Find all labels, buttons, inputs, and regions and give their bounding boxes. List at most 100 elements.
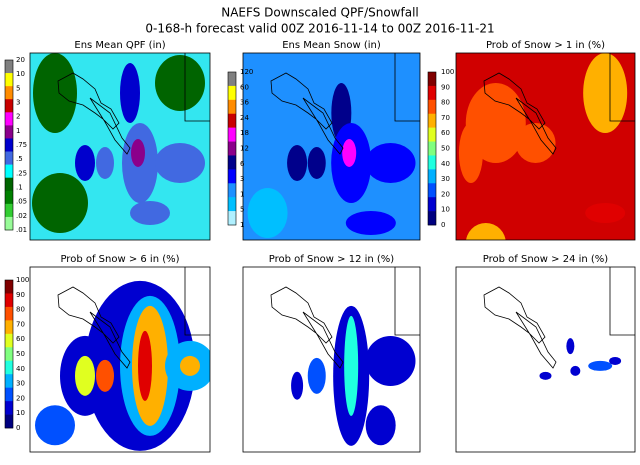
map: [243, 53, 420, 240]
field-area: [466, 223, 506, 240]
field-area: [609, 356, 622, 365]
field-area: [566, 338, 575, 355]
colorbar-label: 20: [16, 394, 25, 402]
colorbar-label: 60: [16, 335, 25, 343]
field-area: [570, 365, 581, 376]
colorbar-label: 12: [240, 145, 249, 153]
colorbar-swatch: [228, 85, 236, 101]
panel-title: Prob of Snow > 6 in (%): [60, 254, 179, 265]
outline: [270, 72, 344, 155]
colorbar-label: 3: [16, 99, 20, 107]
figure-title: NAEFS Downscaled QPF/Snowfall: [221, 6, 419, 20]
colorbar-swatch: [228, 197, 236, 212]
colorbar-swatch: [5, 99, 13, 113]
colorbar-label: 120: [240, 68, 253, 76]
panel-title: Prob of Snow > 24 in (%): [483, 254, 609, 265]
outline: [270, 286, 344, 369]
colorbar-label: .01: [16, 226, 27, 234]
colorbar-swatch: [428, 197, 436, 212]
map: [243, 267, 420, 452]
field-area: [583, 53, 628, 133]
field-area: [585, 203, 626, 223]
colorbar-label: 1: [16, 127, 20, 135]
colorbar-label: 30: [441, 175, 450, 183]
colorbar-label: 0: [441, 221, 445, 229]
colorbar-label: 90: [16, 291, 25, 299]
field-area: [180, 355, 200, 376]
colorbar-swatch: [5, 112, 13, 126]
field-area: [344, 315, 359, 416]
colorbar-label: 1: [240, 190, 244, 198]
map-frame: [242, 266, 421, 453]
field-area: [515, 123, 556, 163]
colorbar-label: 10: [16, 70, 25, 78]
colorbar-label: 70: [16, 320, 25, 328]
panel-title: Prob of Snow > 1 in (%): [486, 40, 605, 51]
colorbar-label: 6: [240, 160, 245, 168]
colorbar-swatch: [5, 60, 13, 74]
colorbar-swatch: [5, 401, 13, 415]
outline: [483, 286, 557, 369]
map: [456, 267, 635, 452]
colorbar-swatch: [228, 183, 236, 198]
colorbar-label: .05: [16, 198, 27, 206]
field-area: [75, 145, 95, 181]
colorbar-frame: [227, 71, 237, 226]
border: [394, 267, 420, 336]
colorbar-swatch: [5, 306, 13, 321]
field-area: [458, 123, 483, 183]
field-area: [539, 371, 552, 380]
field-area: [35, 405, 75, 446]
field-area: [96, 359, 114, 392]
colorbar-swatch: [428, 211, 436, 226]
colorbar-label: 5: [240, 206, 244, 214]
colorbar-label: 24: [240, 114, 249, 122]
colorbar-swatch: [5, 138, 13, 152]
figure-subtitle: 0-168-h forecast valid 00Z 2016-11-14 to…: [145, 22, 494, 36]
colorbar-swatch: [228, 141, 236, 156]
map: [456, 53, 635, 240]
map-frame: [29, 266, 211, 453]
colorbar-label: 60: [240, 83, 249, 91]
colorbar-label: 10: [16, 409, 25, 417]
colorbar-swatch: [428, 169, 436, 184]
colorbar-label: 10: [441, 206, 450, 214]
colorbar-label: 18: [240, 129, 249, 137]
field-area: [96, 147, 114, 179]
colorbar-label: 20: [16, 56, 25, 64]
colorbar-swatch: [428, 155, 436, 170]
colorbar-label: 70: [441, 114, 450, 122]
colorbar-swatch: [428, 113, 436, 128]
colorbar-swatch: [228, 113, 236, 128]
colorbar-label: 90: [441, 83, 450, 91]
colorbar-label: 50: [441, 145, 450, 153]
colorbar-swatch: [5, 414, 13, 429]
field-area: [345, 211, 396, 235]
colorbar-label: 50: [16, 350, 25, 358]
colorbar-swatch: [5, 125, 13, 139]
field-area: [131, 139, 145, 167]
colorbar-swatch: [428, 183, 436, 198]
colorbar-swatch: [5, 190, 13, 205]
colorbar-swatch: [228, 127, 236, 142]
colorbar-label: 3: [240, 175, 244, 183]
colorbar-label: 5: [16, 84, 20, 92]
map-frame: [455, 52, 636, 241]
colorbar-swatch: [228, 99, 236, 115]
outline: [57, 286, 131, 369]
map-frame: [455, 266, 636, 453]
colorbar-label: .02: [16, 212, 27, 220]
colorbar-swatch: [5, 280, 13, 294]
colorbar-swatch: [5, 164, 13, 178]
colorbar-frame: [427, 71, 437, 226]
colorbar-swatch: [428, 127, 436, 142]
field-area: [33, 53, 77, 133]
colorbar-label: 40: [16, 365, 25, 373]
colorbar-swatch: [228, 72, 236, 87]
panel-title: Prob of Snow > 12 in (%): [269, 254, 395, 265]
border: [609, 53, 635, 122]
colorbar-label: 100: [16, 276, 29, 284]
colorbar-swatch: [5, 320, 13, 335]
field-area: [247, 188, 288, 238]
